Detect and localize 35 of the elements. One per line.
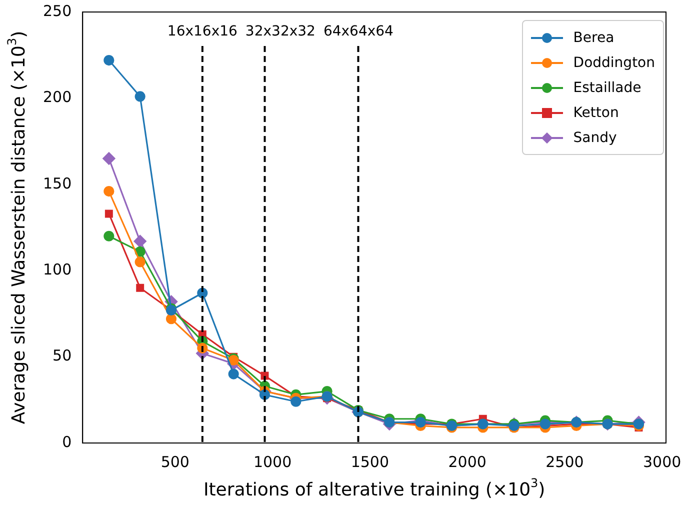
legend-label: Estaillade	[573, 80, 642, 96]
x-tick-label: 2000	[448, 452, 486, 471]
y-tick-label: 50	[52, 346, 72, 365]
point	[104, 186, 114, 197]
y-tick-label: 100	[42, 260, 72, 278]
legend-label: Berea	[573, 30, 614, 46]
x-tick-label: 1500	[350, 452, 390, 471]
x-tick-label: 2500	[546, 452, 584, 471]
point	[290, 396, 302, 407]
y-tick-label: 0	[62, 432, 72, 451]
point	[134, 234, 146, 248]
point	[104, 54, 114, 66]
point	[134, 256, 146, 268]
y-axis-title: Average sliced Wasserstein distance (×103)	[5, 30, 30, 424]
point	[104, 210, 113, 218]
point	[104, 230, 114, 242]
point	[415, 417, 426, 428]
point	[134, 91, 146, 102]
ref-line-label: 16x16x16	[167, 24, 238, 40]
legend-label: Ketton	[573, 104, 619, 120]
x-tick-label: 1000	[253, 452, 292, 471]
point	[136, 284, 144, 292]
x-tick-label: 500	[160, 452, 190, 471]
legend-label: Doddington	[573, 54, 655, 70]
point	[102, 152, 116, 165]
point	[228, 368, 239, 380]
legend-label: Sandy	[573, 130, 617, 146]
y-tick-label: 200	[42, 88, 72, 106]
ref-line-label: 64x64x64	[323, 24, 394, 40]
point	[166, 314, 177, 324]
point	[540, 418, 551, 430]
ref-line-label: 32x32x32	[245, 24, 316, 40]
x-tick-label: 3000	[643, 452, 682, 471]
y-tick-label: 150	[42, 174, 72, 192]
y-tick-label: 250	[42, 2, 72, 20]
